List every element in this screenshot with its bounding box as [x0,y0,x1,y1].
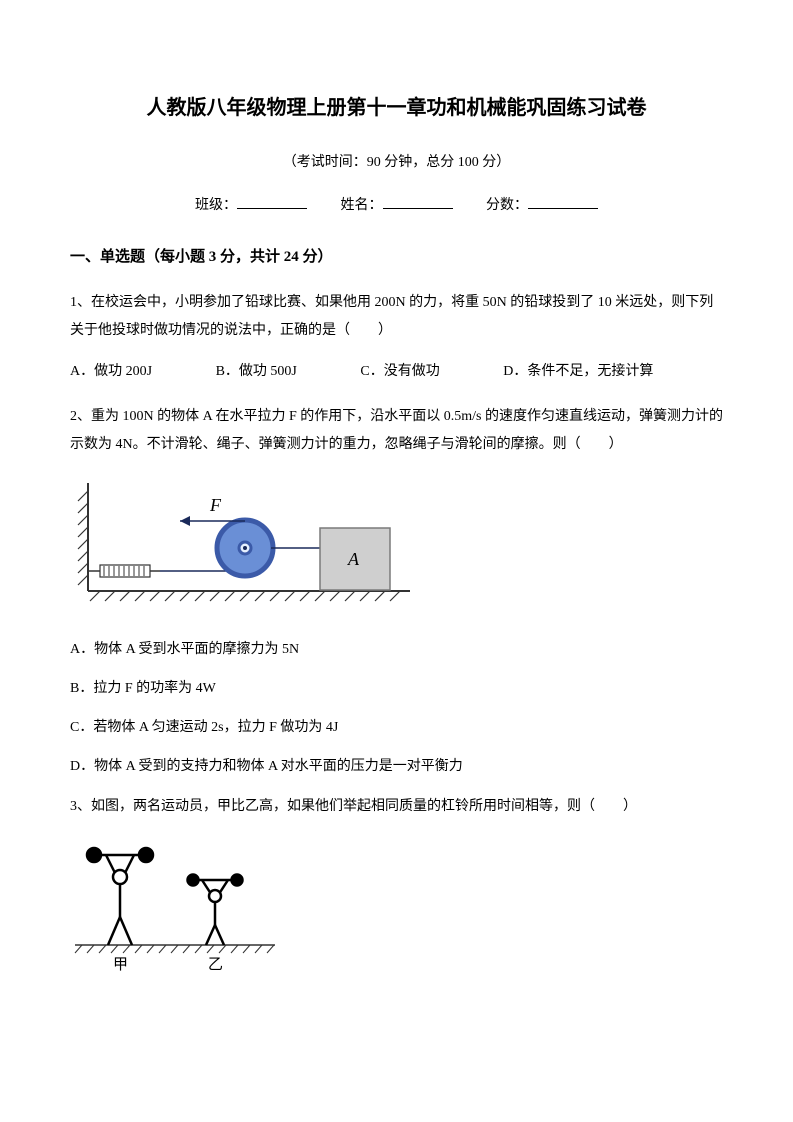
q2-text: 2、重为 100N 的物体 A 在水平拉力 F 的作用下，沿水平面以 0.5m/… [70,403,723,459]
q3-text: 3、如图，两名运动员，甲比乙高，如果他们举起相同质量的杠铃所用时间相等，则（ ） [70,793,723,821]
class-blank[interactable] [237,195,307,209]
exam-title: 人教版八年级物理上册第十一章功和机械能巩固练习试卷 [70,90,723,126]
q2-option-d: D．物体 A 受到的支持力和物体 A 对水平面的压力是一对平衡力 [70,754,723,779]
q1-option-c: C．没有做功 [360,359,439,384]
name-blank[interactable] [383,195,453,209]
svg-text:F: F [209,495,222,515]
q1-option-b: B．做功 500J [216,359,297,384]
student-info-line: 班级： 姓名： 分数： [70,193,723,218]
class-label: 班级： [195,193,237,218]
q3-label-a: 甲 [113,957,128,973]
score-blank[interactable] [528,195,598,209]
q1-option-a: A．做功 200J [70,359,152,384]
q3-label-b: 乙 [208,957,223,973]
q2-option-b: B．拉力 F 的功率为 4W [70,676,723,701]
svg-text:A: A [347,549,360,569]
q3-figure: 甲 乙 [70,835,723,975]
exam-subtitle: （考试时间：90 分钟，总分 100 分） [70,150,723,175]
q2-figure: F A [70,473,723,613]
name-label: 姓名： [341,193,383,218]
score-label: 分数： [486,193,528,218]
section1-header: 一、单选题（每小题 3 分，共计 24 分） [70,244,723,271]
q2-option-a: A．物体 A 受到水平面的摩擦力为 5N [70,637,723,662]
q1-text: 1、在校运会中，小明参加了铅球比赛、如果他用 200N 的力，将重 50N 的铅… [70,289,723,345]
q1-option-d: D．条件不足，无接计算 [503,359,653,384]
q1-options: A．做功 200J B．做功 500J C．没有做功 D．条件不足，无接计算 [70,359,723,384]
q2-option-c: C．若物体 A 匀速运动 2s，拉力 F 做功为 4J [70,715,723,740]
